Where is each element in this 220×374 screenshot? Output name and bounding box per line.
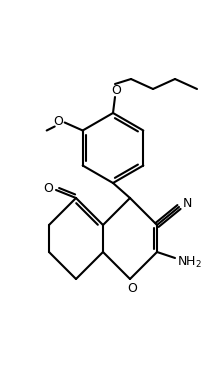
Text: O: O <box>43 181 53 194</box>
Text: NH$_2$: NH$_2$ <box>176 254 202 270</box>
Text: O: O <box>53 115 63 128</box>
Text: O: O <box>127 282 137 294</box>
Text: O: O <box>111 83 121 96</box>
Text: N: N <box>182 196 192 209</box>
